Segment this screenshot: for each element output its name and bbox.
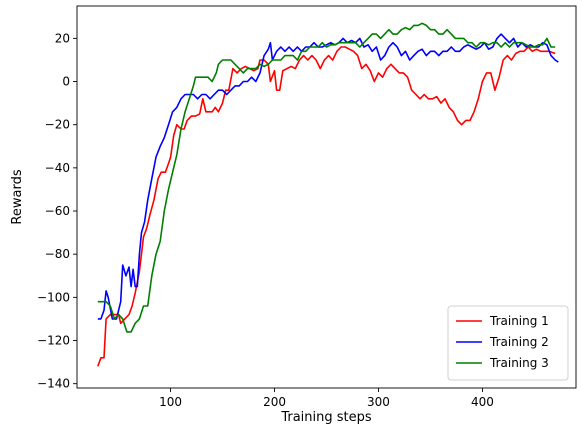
y-tick-label: −60 [45, 204, 70, 218]
y-tick-label: −40 [45, 161, 70, 175]
x-axis-label: Training steps [280, 410, 372, 425]
y-tick-label: −120 [37, 334, 70, 348]
x-tick-label: 300 [367, 395, 390, 409]
series-layer [97, 22, 559, 367]
series-line-2 [97, 33, 559, 320]
legend-label-3: Training 3 [489, 356, 549, 370]
legend-label-1: Training 1 [489, 314, 549, 328]
x-tick-label: 100 [159, 395, 182, 409]
y-axis-label: Rewards [10, 169, 25, 224]
x-tick-label: 200 [263, 395, 286, 409]
axes-frame [76, 5, 577, 389]
y-tick-label: −80 [45, 247, 70, 261]
series-line-3 [97, 22, 556, 333]
legend: Training 1 Training 2 Training 3 [447, 305, 569, 381]
y-tick-label: −20 [45, 118, 70, 132]
y-tick-label: −100 [37, 290, 70, 304]
y-ticks: −140 −120 −100 −80 −60 −40 −20 0 20 [37, 31, 77, 391]
y-tick-label: 0 [62, 75, 70, 89]
legend-box [447, 305, 569, 381]
series-line-1 [97, 46, 556, 367]
y-tick-label: 20 [55, 31, 70, 45]
y-tick-label: −140 [37, 377, 70, 391]
legend-label-2: Training 2 [489, 335, 549, 349]
x-tick-label: 400 [471, 395, 494, 409]
x-ticks: 100 200 300 400 [159, 388, 494, 409]
